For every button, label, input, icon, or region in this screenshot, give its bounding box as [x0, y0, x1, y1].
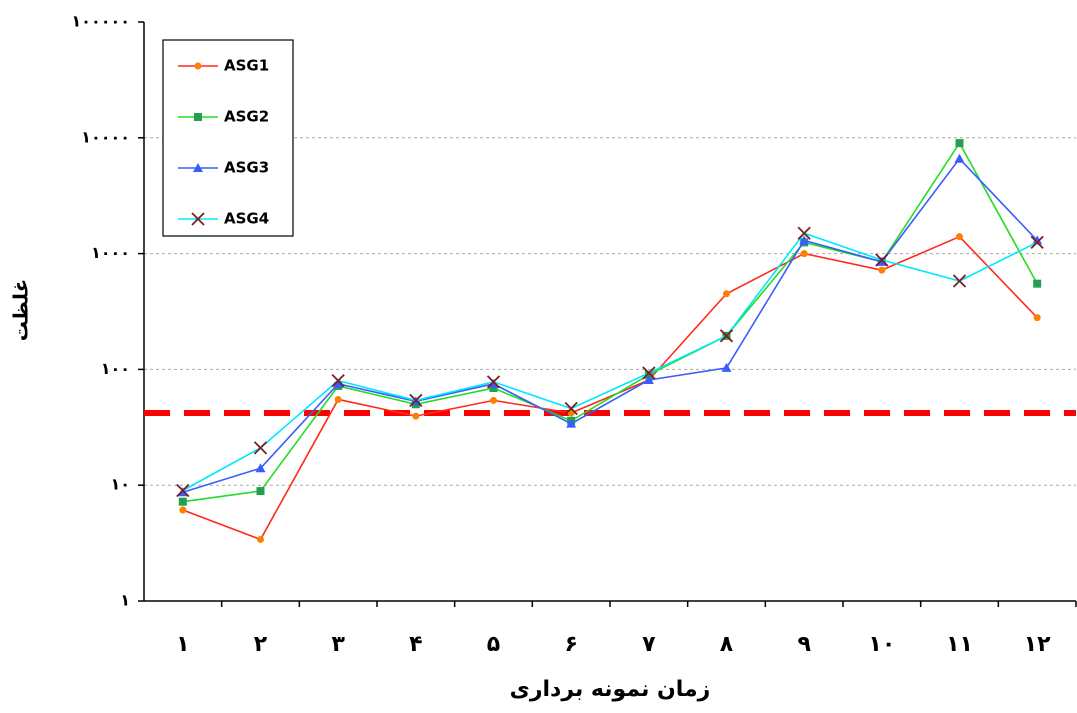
marker: [409, 393, 423, 408]
x-tick-label: ۶: [564, 632, 577, 657]
y-tick-label: ۱۰۰: [101, 359, 130, 378]
legend-box: [162, 39, 294, 237]
marker: [799, 235, 810, 245]
marker: [1033, 279, 1042, 288]
x-tick-label: ۱۲: [1024, 632, 1051, 657]
marker: [723, 290, 730, 298]
series-line: [182, 232, 1038, 492]
series-line: [182, 235, 1038, 541]
marker: [194, 62, 202, 70]
marker: [490, 396, 497, 404]
y-tick-label: ۱۰۰۰۰۰: [71, 12, 130, 31]
legend-label: ASG1: [224, 57, 269, 75]
x-tick-label: ۷: [642, 632, 656, 657]
marker: [952, 274, 967, 288]
x-tick-label: ۱۰: [868, 632, 895, 657]
marker: [643, 374, 654, 384]
marker: [253, 441, 268, 455]
marker: [257, 535, 264, 543]
marker: [178, 497, 187, 506]
marker: [255, 463, 266, 473]
marker: [800, 250, 808, 258]
marker: [719, 329, 734, 343]
marker: [875, 253, 889, 267]
marker: [194, 113, 202, 121]
marker: [1032, 235, 1043, 245]
marker: [412, 412, 420, 420]
x-tick-label: ۳: [331, 632, 345, 657]
marker: [644, 370, 653, 379]
x-tick-label: ۴: [409, 632, 422, 657]
marker: [566, 418, 577, 428]
marker: [486, 375, 501, 389]
y-tick-label: ۱۰: [110, 475, 130, 494]
x-tick-label: ۹: [797, 632, 810, 657]
legend-label: ASG2: [224, 108, 269, 126]
marker: [1033, 314, 1041, 322]
x-tick-label: ۲: [254, 632, 268, 657]
marker: [721, 362, 732, 372]
y-tick-label: ۱: [120, 591, 130, 610]
marker: [334, 395, 342, 403]
y-tick-label: ۱۰۰۰: [91, 243, 130, 262]
marker: [176, 483, 190, 498]
x-tick-label: ۵: [487, 632, 500, 657]
y-tick-label: ۱۰۰۰۰: [81, 127, 130, 146]
x-tick-label: ۸: [720, 632, 734, 657]
marker: [954, 153, 965, 163]
marker: [564, 401, 578, 416]
marker: [878, 266, 886, 274]
x-tick-label: ۱۱: [946, 632, 973, 657]
marker: [256, 487, 265, 496]
series-line: [182, 141, 1038, 503]
marker: [331, 373, 345, 388]
marker: [797, 226, 811, 240]
legend-label: ASG4: [224, 210, 269, 228]
marker: [1030, 235, 1044, 250]
marker: [642, 366, 656, 380]
legend: ASG1 ASG2 ASG3 ASG4: [162, 39, 294, 237]
marker: [955, 139, 964, 148]
marker: [191, 212, 205, 226]
x-tick-label: ۱: [176, 632, 189, 657]
legend-label: ASG3: [224, 159, 269, 177]
series-line: [182, 157, 1038, 493]
x-axis-label: زمان نمونه برداری: [510, 677, 711, 702]
marker: [179, 506, 187, 514]
y-axis-label: غلظت: [9, 279, 33, 341]
marker: [193, 163, 203, 172]
marker: [489, 384, 498, 393]
marker: [956, 233, 963, 241]
marker: [333, 378, 344, 388]
